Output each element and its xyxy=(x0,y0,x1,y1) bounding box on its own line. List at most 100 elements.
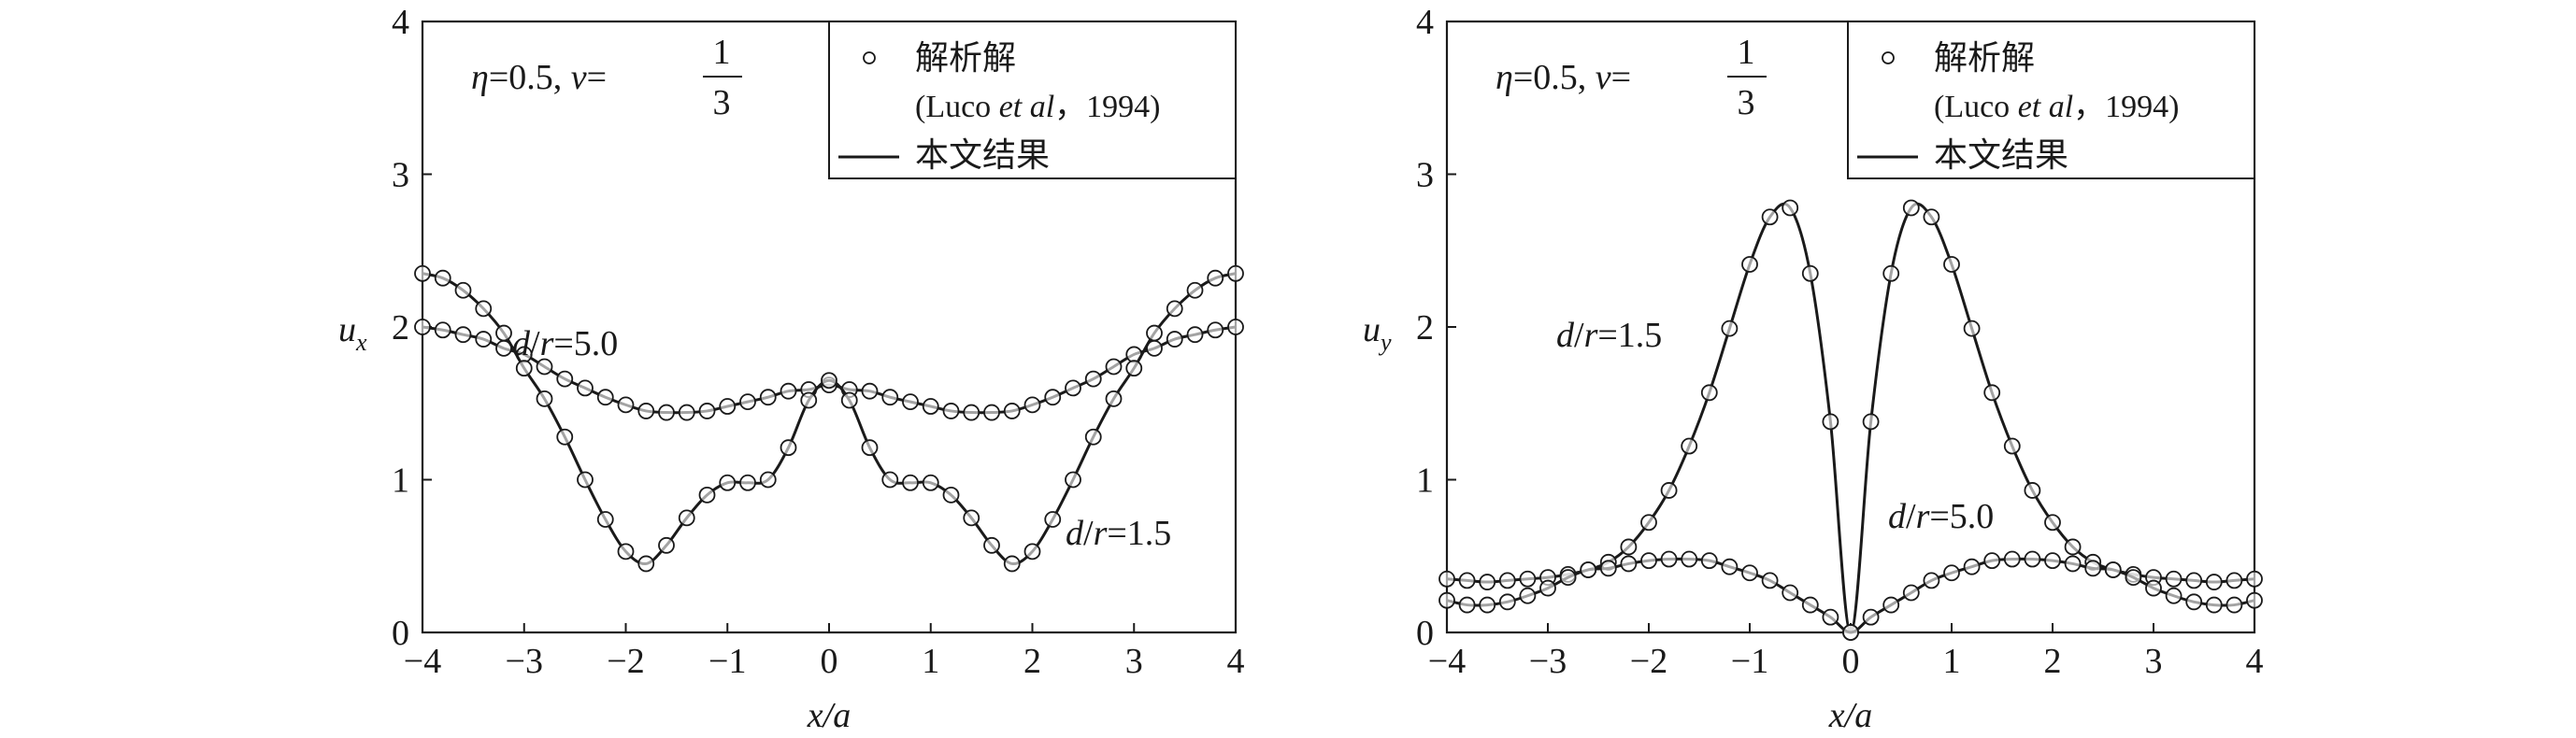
data-point xyxy=(1186,326,1204,344)
y-tick-label: 3 xyxy=(1416,156,1434,195)
data-point xyxy=(1023,396,1041,414)
data-point xyxy=(1822,608,1839,626)
y-tick-label: 2 xyxy=(392,308,409,348)
data-point xyxy=(1620,555,1638,573)
data-point xyxy=(596,511,614,528)
data-point xyxy=(698,403,716,419)
legend-marker-circle xyxy=(863,51,876,64)
y-axis-label-main: u xyxy=(1363,310,1381,349)
data-point xyxy=(495,324,512,342)
series-label-value: =5.0 xyxy=(553,324,618,363)
series-label-r: r xyxy=(1094,514,1108,553)
data-point xyxy=(1902,199,1920,217)
series-label: d/r=1.5 xyxy=(1066,514,1171,553)
x-tick-label: 0 xyxy=(821,642,838,681)
data-point xyxy=(881,471,899,489)
data-point xyxy=(1105,390,1123,407)
series-label-d: d xyxy=(1066,514,1084,553)
data-point xyxy=(780,382,797,400)
data-point xyxy=(698,486,716,504)
series-label-slash: / xyxy=(530,324,540,363)
x-tick-label: −4 xyxy=(1428,642,1466,681)
y-tick-label: 0 xyxy=(392,614,409,653)
data-point xyxy=(1963,319,1981,337)
y-axis-label: uy xyxy=(1363,310,1392,356)
legend-label-reference: (Luco et al，1994) xyxy=(1934,90,2180,124)
data-point xyxy=(1862,608,1880,626)
data-point xyxy=(1084,370,1102,388)
series-label-slash: / xyxy=(1906,497,1916,536)
data-point xyxy=(759,471,777,489)
nu-symbol: v xyxy=(1596,58,1611,97)
data-point xyxy=(2165,587,2182,604)
data-point xyxy=(1003,403,1021,419)
data-point xyxy=(1801,264,1819,282)
data-point xyxy=(739,393,756,411)
x-tick-label: 4 xyxy=(1227,642,1245,681)
series-label-value: =1.5 xyxy=(1107,514,1171,553)
data-point xyxy=(617,543,635,561)
data-point xyxy=(1882,264,1900,282)
data-point xyxy=(1207,321,1224,339)
legend-label-reference: (Luco et al，1994) xyxy=(915,90,1161,124)
legend-label-present: 本文结果 xyxy=(1934,136,2068,175)
data-point xyxy=(2064,555,2082,573)
data-point xyxy=(1580,561,1597,578)
data-point xyxy=(942,403,960,419)
series-label-d: d xyxy=(1888,497,1907,536)
data-point xyxy=(617,396,635,414)
nu-equals: = xyxy=(1611,58,1631,97)
legend-label-analytical: 解析解 xyxy=(1934,39,2035,78)
data-point xyxy=(515,360,533,377)
data-point xyxy=(678,404,695,421)
series-label-value: =5.0 xyxy=(1929,497,1994,536)
series-label-slash: / xyxy=(1083,514,1094,553)
data-point xyxy=(1943,256,1960,273)
data-point xyxy=(983,404,1000,421)
data-point xyxy=(739,474,756,491)
data-point xyxy=(454,326,472,344)
data-point xyxy=(1902,584,1920,602)
y-tick-label: 4 xyxy=(392,3,409,42)
data-point xyxy=(1479,596,1496,614)
data-point xyxy=(658,404,675,421)
data-point xyxy=(1681,550,1698,568)
data-point xyxy=(1700,384,1718,402)
data-point xyxy=(1559,569,1577,587)
data-point xyxy=(637,403,655,419)
chart-panel-2: −4 −3 −2 −1 0 1 2 3 4 0 1 2 3 4 x/a uy η=0.5, v= 1 3 解析解 (Lu… xyxy=(1363,3,2264,735)
data-point xyxy=(1044,511,1062,528)
data-point xyxy=(1166,331,1183,348)
legend-box xyxy=(828,21,1237,179)
legend-marker-circle xyxy=(1882,51,1895,64)
eta-value: =0.5, xyxy=(1513,58,1596,97)
data-point xyxy=(1003,555,1021,573)
data-point xyxy=(2185,572,2203,589)
data-point xyxy=(658,536,675,554)
data-point xyxy=(1943,564,1960,582)
data-point xyxy=(1479,574,1496,590)
data-point xyxy=(536,358,553,376)
chart-panel-1: −4 −3 −2 −1 0 1 2 3 4 0 1 2 3 4 x/a ux η=0.5, v= 1 3 解析解 (Lu… xyxy=(338,3,1245,735)
data-point xyxy=(1620,538,1638,556)
series-label: d/r=1.5 xyxy=(1556,316,1662,355)
data-point xyxy=(1084,428,1102,446)
data-point xyxy=(2205,574,2223,590)
series-label: d/r=5.0 xyxy=(512,324,618,363)
data-point xyxy=(1882,596,1900,614)
data-point xyxy=(2003,550,2021,568)
x-tick-label: −3 xyxy=(506,642,543,681)
series-label-slash: / xyxy=(1574,316,1584,355)
x-tick-label: 3 xyxy=(1125,642,1143,681)
eta-value: =0.5, xyxy=(489,58,571,97)
data-point xyxy=(1923,208,1940,226)
x-tick-label: 2 xyxy=(1023,642,1041,681)
data-point xyxy=(1640,552,1657,570)
fraction-numerator: 1 xyxy=(713,33,731,72)
x-axis-label: x/a xyxy=(807,696,851,735)
data-point xyxy=(2024,550,2041,568)
y-tick-label: 0 xyxy=(1416,614,1434,653)
data-point xyxy=(1700,552,1718,570)
data-point xyxy=(1438,570,1455,588)
y-axis-label-main: u xyxy=(338,310,356,349)
